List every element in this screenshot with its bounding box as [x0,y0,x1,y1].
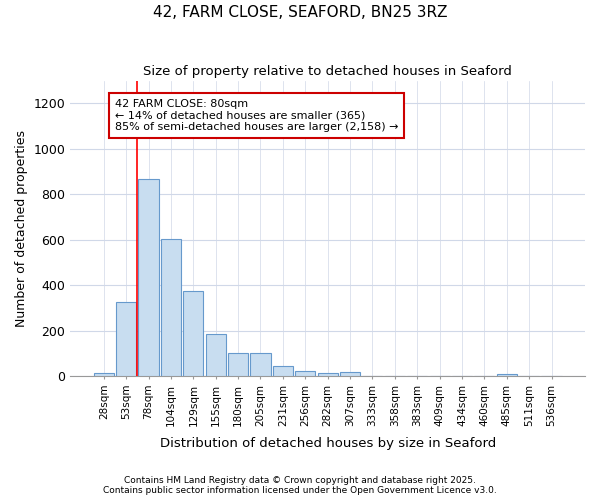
Bar [295,371,316,376]
X-axis label: Distribution of detached houses by size in Seaford: Distribution of detached houses by size … [160,437,496,450]
Bar [228,354,248,376]
Bar [161,238,181,376]
Y-axis label: Number of detached properties: Number of detached properties [15,130,28,327]
Title: Size of property relative to detached houses in Seaford: Size of property relative to detached ho… [143,65,512,78]
Text: 42, FARM CLOSE, SEAFORD, BN25 3RZ: 42, FARM CLOSE, SEAFORD, BN25 3RZ [153,5,447,20]
Bar [206,334,226,376]
Text: 42 FARM CLOSE: 80sqm
← 14% of detached houses are smaller (365)
85% of semi-deta: 42 FARM CLOSE: 80sqm ← 14% of detached h… [115,98,398,132]
Bar [94,372,114,376]
Bar [116,302,136,376]
Bar [497,374,517,376]
Bar [317,372,338,376]
Bar [273,366,293,376]
Bar [139,180,158,376]
Text: Contains HM Land Registry data © Crown copyright and database right 2025.
Contai: Contains HM Land Registry data © Crown c… [103,476,497,495]
Bar [340,372,360,376]
Bar [183,291,203,376]
Bar [250,354,271,376]
